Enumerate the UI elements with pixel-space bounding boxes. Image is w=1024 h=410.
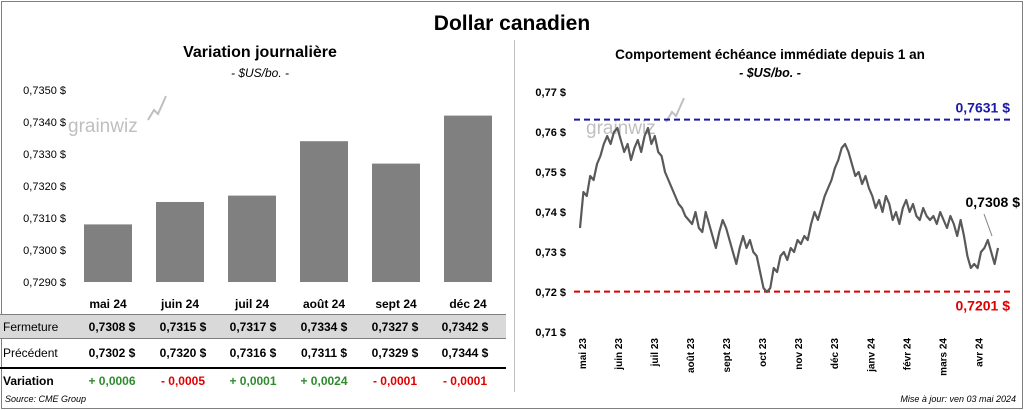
row-label-variation: Variation [3, 374, 54, 388]
table-cell: 0,7315 $ [159, 320, 207, 334]
y-tick-label: 0,75 $ [535, 167, 566, 179]
table-cell: - 0,0005 [160, 374, 206, 388]
x-tick-label: nov 23 [794, 338, 805, 370]
y-tick-label: 0,7330 $ [23, 149, 66, 161]
y-tick-label: 0,7340 $ [23, 117, 66, 129]
table-cell: + 0,0024 [300, 374, 348, 388]
table-cell: - 0,0001 [442, 374, 488, 388]
high-label: 0,7631 $ [956, 100, 1011, 116]
left-panel-title: Variation journalière [183, 44, 337, 61]
y-tick-label: 0,72 $ [535, 287, 566, 299]
table-row-fermeture: Fermeture 0,7308 $ 0,7315 $ 0,7317 $ 0,7… [0, 314, 506, 339]
x-tick-label: sept 24 [375, 297, 417, 311]
table-cell: - 0,0001 [372, 374, 418, 388]
x-tick-label: janv 24 [866, 338, 877, 373]
source-note: Source: CME Group [5, 394, 87, 404]
table-cell: 0,7334 $ [300, 320, 348, 334]
price-line [578, 126, 1000, 294]
y-tick-label: 0,74 $ [535, 207, 566, 219]
page-title: Dollar canadien [433, 12, 591, 35]
bar [228, 195, 276, 282]
table-cell: 0,7329 $ [371, 346, 419, 360]
table-cell: 0,7344 $ [441, 346, 489, 360]
y-tick-label: 0,7350 $ [23, 85, 66, 97]
table-cell: + 0,0006 [88, 374, 136, 388]
row-label-precedent: Précédent [3, 346, 58, 360]
table-cell: 0,7316 $ [229, 346, 277, 360]
x-tick-label: juil 23 [650, 338, 661, 368]
table-cell: 0,7317 $ [229, 320, 277, 334]
y-tick-label: 0,7310 $ [23, 213, 66, 225]
y-tick-label: 0,73 $ [535, 247, 566, 259]
y-tick-label: 0,7300 $ [23, 245, 66, 257]
line-chart: grainwiz 0,71 $ 0,72 $ 0,73 $ 0,74 $ 0,75 $ 0… [535, 87, 1021, 376]
table-cell: + 0,0001 [229, 374, 277, 388]
x-tick-label: juin 24 [160, 297, 199, 311]
bar-chart: grainwiz 0,7290 $ 0,7300 $ 0,7310 $ 0,7320 … [23, 85, 492, 311]
y-tick-label: 0,7290 $ [23, 277, 66, 289]
last-value-leader [983, 213, 993, 237]
bar [444, 115, 492, 282]
y-tick-label: 0,76 $ [535, 127, 566, 139]
x-tick-label: oct 23 [758, 338, 769, 367]
row-label-fermeture: Fermeture [3, 320, 59, 334]
watermark-right: grainwiz [586, 118, 656, 139]
right-panel-title: Comportement échéance immédiate depuis 1… [615, 47, 925, 62]
x-tick-label: sept 23 [722, 338, 733, 373]
bar [300, 141, 348, 282]
table-cell: 0,7302 $ [88, 346, 136, 360]
watermark-left: grainwiz [68, 116, 138, 137]
x-tick-label: mai 24 [89, 297, 127, 311]
x-tick-label: déc 23 [830, 338, 841, 370]
x-tick-label: mars 24 [938, 338, 949, 376]
low-label: 0,7201 $ [956, 298, 1011, 314]
panel-divider [514, 40, 515, 392]
bar [372, 163, 420, 282]
bar [156, 202, 204, 282]
x-tick-label: févr 24 [902, 338, 913, 371]
x-tick-label: juin 23 [614, 338, 625, 371]
table-cell: 0,7320 $ [159, 346, 207, 360]
table-cell: 0,7308 $ [88, 320, 136, 334]
last-value-label: 0,7308 $ [966, 194, 1021, 210]
x-tick-label: avr 24 [974, 338, 985, 367]
x-tick-label: déc 24 [449, 297, 487, 311]
x-tick-label: août 23 [686, 338, 697, 373]
x-tick-label: juil 24 [234, 297, 269, 311]
y-tick-label: 0,77 $ [535, 87, 566, 99]
table-row-precedent: Précédent 0,7302 $ 0,7320 $ 0,7316 $ 0,7… [0, 341, 506, 366]
bar [84, 224, 132, 282]
y-tick-label: 0,71 $ [535, 327, 566, 339]
watermark-right-mark [665, 97, 685, 123]
table-cell: 0,7342 $ [441, 320, 489, 334]
table-cell: 0,7327 $ [371, 320, 419, 334]
right-panel-subtitle: - $US/bo. - [739, 66, 801, 80]
table-row-variation: Variation + 0,0006 - 0,0005 + 0,0001 + 0… [0, 367, 506, 392]
y-tick-label: 0,7320 $ [23, 181, 66, 193]
table-cell: 0,7311 $ [300, 346, 348, 360]
x-tick-label: mai 23 [578, 338, 589, 370]
watermark-left-mark [147, 95, 167, 121]
left-panel-subtitle: - $US/bo. - [230, 66, 290, 80]
update-note: Mise à jour: ven 03 mai 2024 [900, 394, 1016, 404]
x-tick-label: août 24 [303, 297, 345, 311]
